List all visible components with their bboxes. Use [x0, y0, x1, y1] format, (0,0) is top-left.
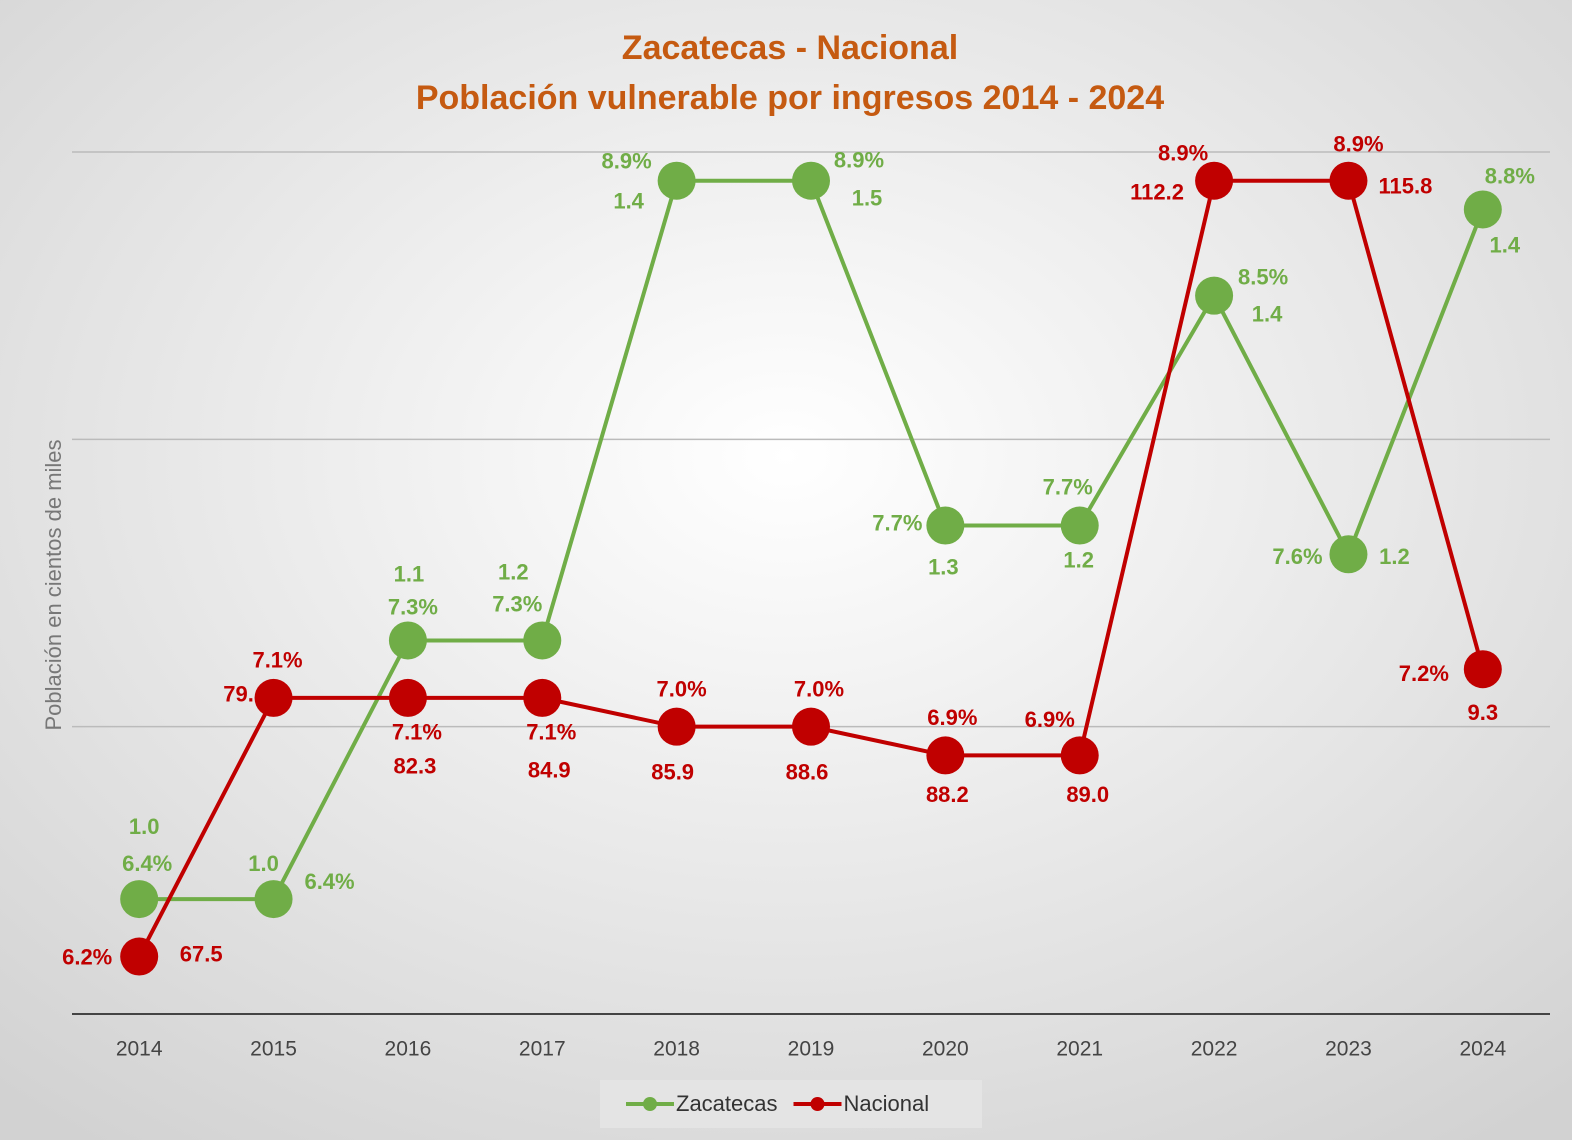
chart-subtitle: Población vulnerable por ingresos 2014 -… [416, 79, 1164, 117]
x-tick-label: 2019 [788, 1038, 835, 1061]
data-label: 1.3 [928, 554, 959, 579]
data-label: 1.2 [1379, 544, 1410, 569]
value-label: 6.4% [122, 851, 172, 876]
data-label: 1.2 [1063, 547, 1094, 572]
data-point [1463, 190, 1502, 229]
value-label: 7.3% [388, 594, 438, 619]
value-label: 7.0% [794, 676, 844, 701]
value-label: 6.9% [1025, 707, 1075, 732]
value-label: 7.7% [1043, 474, 1093, 499]
value-label: 7.2% [1399, 661, 1449, 686]
x-tick-label: 2018 [653, 1038, 700, 1061]
data-point [1060, 506, 1099, 545]
data-point [388, 678, 427, 717]
legend-marker [643, 1097, 657, 1111]
data-point [792, 161, 830, 200]
data-point [388, 621, 427, 660]
value-label: 8.5% [1238, 264, 1288, 289]
value-label: 7.3% [492, 591, 542, 616]
data-label: 1.0 [248, 851, 279, 876]
x-tick-label: 2024 [1459, 1038, 1506, 1061]
value-label: 6.9% [927, 705, 977, 730]
value-label: 8.9% [602, 149, 652, 174]
data-label: 1.2 [498, 559, 529, 584]
y-axis-label: Población en cientos de miles [41, 439, 66, 730]
value-label: 8.9% [834, 148, 884, 173]
data-label: 89.0 [1066, 782, 1109, 807]
data-point [926, 506, 965, 545]
legend-label: Zacatecas [676, 1091, 778, 1116]
data-label: 1.4 [1490, 232, 1521, 257]
data-label: 79. [223, 682, 254, 707]
value-label: 8.9% [1333, 132, 1383, 157]
data-label: 85.9 [651, 759, 694, 784]
data-point [120, 880, 159, 919]
chart-title: Zacatecas - Nacional [622, 29, 958, 67]
data-label: 112.2 [1130, 180, 1184, 205]
value-label: 8.9% [1158, 141, 1208, 166]
data-label: 84.9 [528, 758, 571, 783]
x-tick-label: 2015 [250, 1038, 297, 1061]
data-point [1463, 650, 1502, 689]
data-label: 9.3 [1468, 700, 1499, 725]
data-label: 115.8 [1379, 174, 1433, 199]
data-point [1329, 535, 1368, 574]
value-label: 7.1% [392, 720, 442, 745]
data-label: 82.3 [393, 754, 436, 779]
data-label: 1.5 [852, 186, 883, 211]
x-tick-label: 2017 [519, 1038, 566, 1061]
value-label: 7.6% [1272, 544, 1322, 569]
value-label: 7.1% [252, 648, 302, 673]
value-label: 6.4% [304, 869, 354, 894]
x-tick-label: 2014 [116, 1038, 163, 1061]
data-point [254, 880, 293, 919]
data-point [1329, 161, 1368, 200]
data-label: 67.5 [180, 941, 223, 966]
value-label: 8.8% [1485, 163, 1535, 188]
x-tick-label: 2016 [385, 1038, 432, 1061]
data-point [254, 678, 293, 717]
data-label: 1.1 [394, 561, 425, 586]
legend-label: Nacional [844, 1091, 930, 1116]
data-point [657, 161, 696, 200]
x-tick-label: 2021 [1056, 1038, 1103, 1061]
value-label: 6.2% [62, 944, 112, 969]
data-label: 1.4 [1252, 301, 1283, 326]
data-point [523, 678, 562, 717]
x-tick-label: 2020 [922, 1038, 969, 1061]
data-point [792, 707, 830, 746]
data-label: 88.2 [926, 782, 969, 807]
x-tick-label: 2022 [1191, 1038, 1238, 1061]
x-tick-label: 2023 [1325, 1038, 1372, 1061]
data-point [1195, 276, 1234, 315]
data-label: 88.6 [786, 759, 829, 784]
data-point [1195, 161, 1234, 200]
data-label: 1.0 [129, 814, 160, 839]
data-point [1060, 736, 1099, 775]
data-point [926, 736, 965, 775]
data-point [523, 621, 562, 660]
data-point [120, 937, 159, 976]
value-label: 7.0% [657, 676, 707, 701]
value-label: 7.1% [526, 720, 576, 745]
value-label: 7.7% [872, 510, 922, 535]
data-label: 1.4 [613, 189, 644, 214]
data-point [657, 707, 696, 746]
legend-marker [810, 1097, 825, 1111]
